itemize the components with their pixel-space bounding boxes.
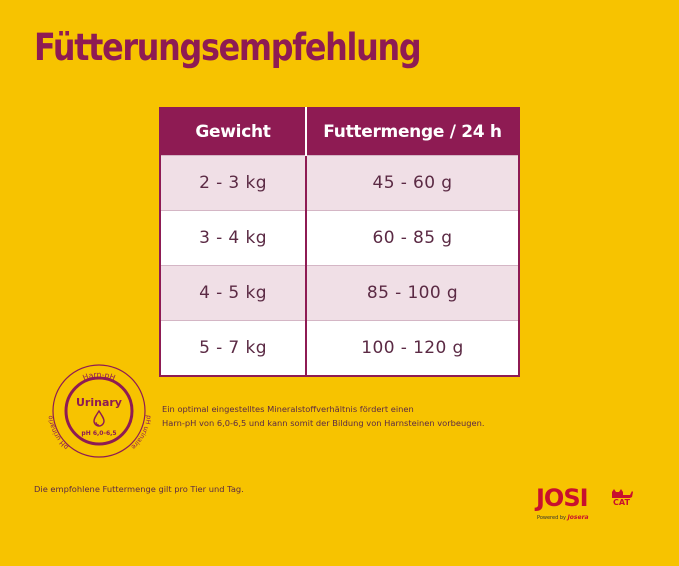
logo-sub: CAT <box>613 498 630 507</box>
josicat-logo: JOSI CAT Powered by Josera <box>536 484 640 524</box>
feeding-table: Gewicht Futtermenge / 24 h 2 - 3 kg 45 -… <box>159 107 520 377</box>
cat-icon <box>612 489 633 498</box>
drop-icon <box>93 409 105 427</box>
svg-text:Harn-pH: Harn-pH <box>81 370 116 382</box>
logo-brand: JOSI <box>536 484 589 512</box>
badge-label: Urinary <box>76 396 122 409</box>
table-row: 4 - 5 kg 85 - 100 g <box>160 265 519 321</box>
header-amount: Futtermenge / 24 h <box>306 108 519 156</box>
row-weight: 4 - 5 kg <box>160 265 307 321</box>
row-amount: 45 - 60 g <box>306 155 519 211</box>
table-header-row: Gewicht Futtermenge / 24 h <box>160 108 519 156</box>
info-note: Ein optimal eingestelltes Mineralstoffve… <box>162 402 485 430</box>
info-note-line: Harn-pH von 6,0-6,5 und kann somit der B… <box>162 418 485 428</box>
table-row: 3 - 4 kg 60 - 85 g <box>160 210 519 266</box>
info-note-line: Ein optimal eingestelltes Mineralstoffve… <box>162 404 414 414</box>
logo-powered-by: Powered by <box>537 515 566 521</box>
row-amount: 100 - 120 g <box>306 320 519 376</box>
row-amount: 85 - 100 g <box>306 265 519 321</box>
row-weight: 2 - 3 kg <box>160 155 307 211</box>
header-weight: Gewicht <box>160 108 307 156</box>
row-weight: 3 - 4 kg <box>160 210 307 266</box>
row-weight: 5 - 7 kg <box>160 320 307 376</box>
page-title: Fütterungsempfehlung <box>34 26 422 69</box>
table-row: 2 - 3 kg 45 - 60 g <box>160 155 519 211</box>
footer-note: Die empfohlene Futtermenge gilt pro Tier… <box>34 484 244 494</box>
table-row: 5 - 7 kg 100 - 120 g <box>160 320 519 376</box>
badge-ph-value: pH 6,0-6,5 <box>81 430 116 437</box>
badge-ring-top: Harn-pH <box>81 370 116 382</box>
row-amount: 60 - 85 g <box>306 210 519 266</box>
logo-powered: Powered by Josera <box>537 514 589 521</box>
urinary-badge: Harn-pH pH urinario pH urinaire Urinary … <box>46 364 153 458</box>
logo-maker: Josera <box>567 514 589 521</box>
